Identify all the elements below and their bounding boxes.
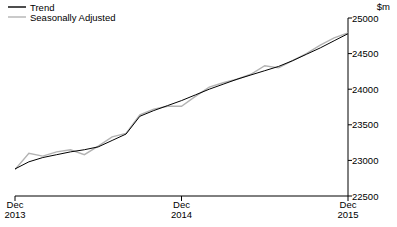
y-tick-label: 25000 xyxy=(352,13,378,24)
chart: 225002300023500240002450025000$mDec2013D… xyxy=(0,0,397,227)
y-axis xyxy=(348,18,349,196)
legend-label: Seasonally Adjusted xyxy=(30,12,116,23)
y-tick-label: 23000 xyxy=(352,155,378,166)
series-line xyxy=(15,33,348,170)
x-tick-label: Dec2013 xyxy=(4,199,25,220)
plot-area xyxy=(15,33,348,170)
series-line xyxy=(15,34,348,169)
legend-swatch xyxy=(8,16,26,17)
y-tick-label: 24500 xyxy=(352,48,378,59)
y-axis-label: $m xyxy=(377,1,390,12)
x-tick-label: Dec2015 xyxy=(337,199,358,220)
y-tick-label: 23500 xyxy=(352,119,378,130)
legend-swatch xyxy=(8,6,26,7)
x-tick-label-line: 2014 xyxy=(171,209,192,220)
x-tick-label-line: 2015 xyxy=(337,209,358,220)
x-tick-label-line: 2013 xyxy=(4,209,25,220)
y-tick-label: 24000 xyxy=(352,84,378,95)
x-tick-label: Dec2014 xyxy=(171,199,192,220)
